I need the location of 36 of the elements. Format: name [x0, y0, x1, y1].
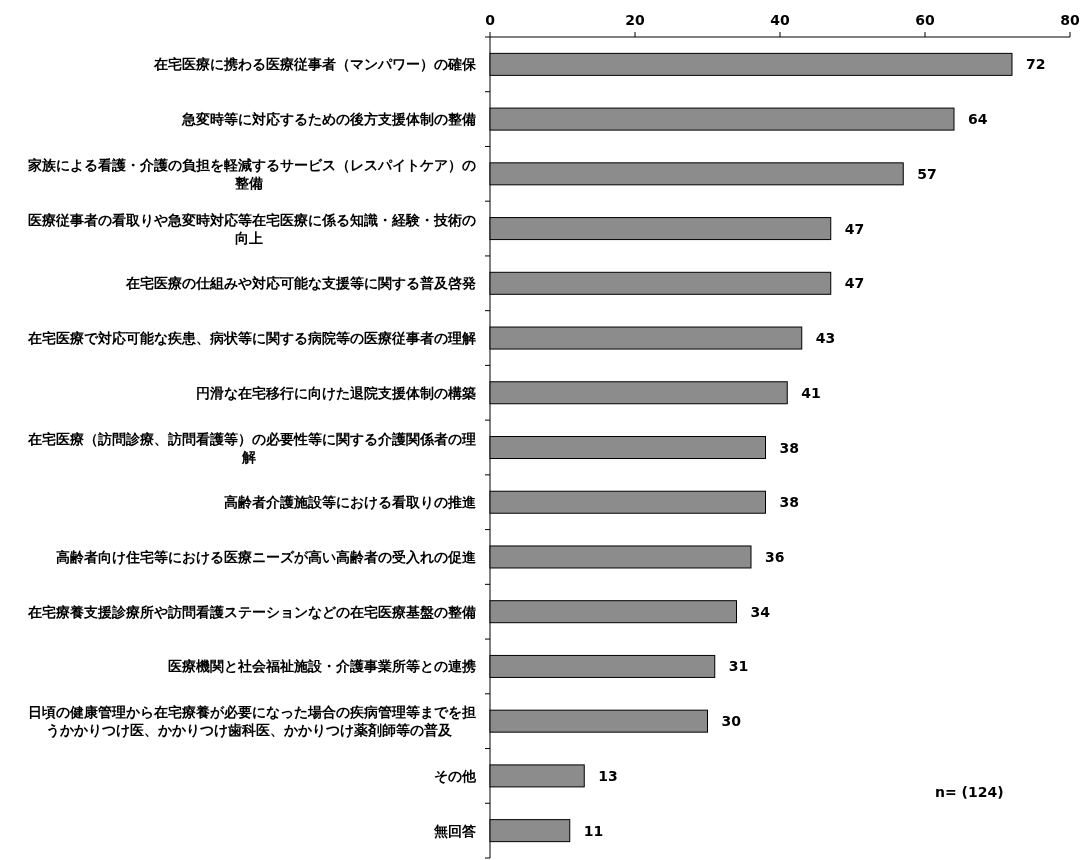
y-tick-label: 急変時等に対応するための後方支援体制の整備 [181, 111, 476, 128]
y-tick-label: 円滑な在宅移行に向けた退院支援体制の構築 [196, 384, 476, 401]
y-tick-label: 高齢者介護施設等における看取りの推進 [224, 494, 477, 511]
data-label: 47 [844, 220, 865, 237]
y-tick-label: 在宅医療に携わる医療従事者（マンパワー）の確保 [153, 56, 477, 73]
data-label: 31 [728, 658, 749, 675]
data-label: 34 [750, 603, 771, 620]
data-label: 72 [1026, 56, 1046, 73]
y-tick-label: 家族による看護・介護の負担を軽減するサービス（レスパイトケア）の整備 [27, 156, 476, 191]
data-label: 11 [583, 822, 604, 839]
data-label: 41 [801, 384, 821, 401]
y-tick-label: 在宅医療（訪問診療、訪問看護等）の必要性等に関する介護関係者の理解 [27, 430, 476, 465]
annotation: n= (124) [935, 784, 1004, 800]
data-label: 30 [721, 713, 742, 730]
x-tick-label: 80 [1060, 12, 1080, 28]
y-tick-label: 在宅医療の仕組みや対応可能な支援等に関する普及啓発 [125, 275, 476, 292]
x-tick-label: 40 [770, 12, 790, 28]
y-tick-label: 無回答 [433, 822, 476, 839]
data-label: 13 [598, 767, 618, 784]
data-label: 36 [765, 548, 785, 565]
x-tick-label: 0 [485, 12, 496, 28]
x-tick-label: 60 [915, 12, 935, 28]
y-tick-label: 在宅医療で対応可能な疾患、病状等に関する病院等の医療従事者の理解 [27, 330, 476, 347]
data-label: 43 [815, 330, 836, 347]
y-tick-label: その他 [434, 767, 477, 784]
data-label: 47 [844, 275, 865, 292]
data-label: 64 [968, 111, 988, 128]
y-tick-label: 在宅療養支援診療所や訪問看護ステーションなどの在宅医療基盤の整備 [27, 603, 476, 620]
data-label: 57 [917, 165, 937, 182]
x-tick-label: 20 [625, 12, 645, 28]
y-tick-label: 医療従事者の看取りや急変時対応等在宅医療に係る知識・経験・技術の向上 [28, 211, 476, 246]
y-tick-label: 医療機関と社会福祉施設・介護事業所等との連携 [168, 658, 476, 675]
y-tick-label: 高齢者向け住宅等における医療ニーズが高い高齢者の受入れの促進 [56, 548, 477, 565]
data-label: 38 [779, 494, 799, 511]
y-tick-label: 日頃の健康管理から在宅療養が必要になった場合の疾病管理等までを担うかかりつけ医、かかりつけ歯科医、かかりつけ薬剤師等の普及 [28, 704, 476, 740]
data-label: 38 [779, 439, 799, 456]
